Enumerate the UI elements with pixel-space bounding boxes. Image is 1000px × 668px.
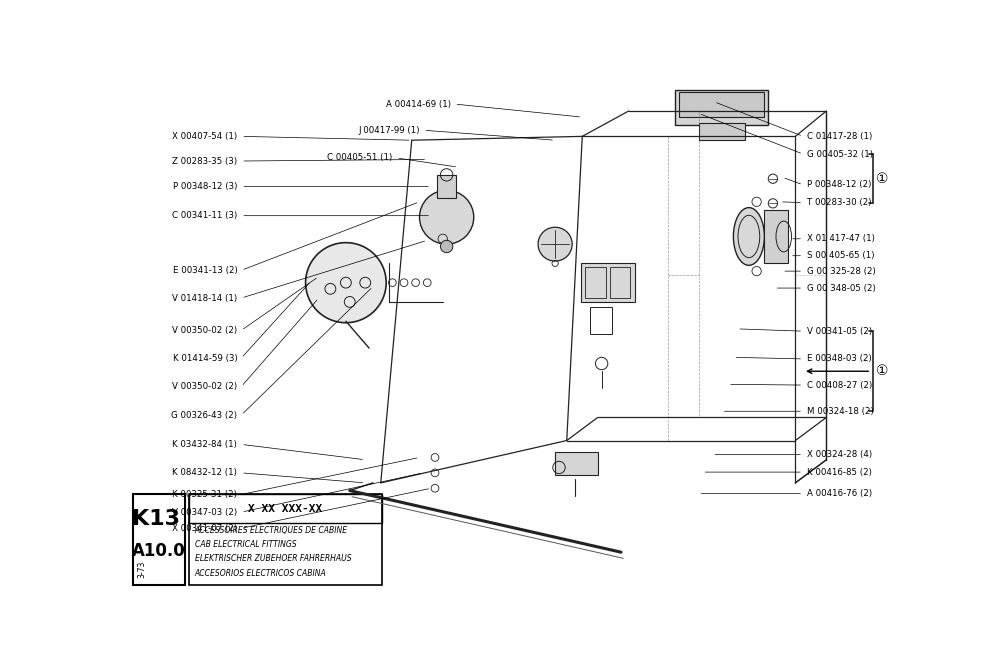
Text: A10.0: A10.0 bbox=[132, 542, 186, 560]
Bar bbox=[590, 307, 612, 334]
Bar bbox=[555, 452, 598, 475]
Text: K 08432-12 (1): K 08432-12 (1) bbox=[173, 468, 237, 478]
Bar bbox=[437, 175, 456, 198]
Bar bbox=[189, 494, 382, 524]
Text: Z 00283-35 (3): Z 00283-35 (3) bbox=[172, 156, 237, 166]
Text: V 00341-05 (2): V 00341-05 (2) bbox=[807, 327, 872, 336]
Text: M 00324-18 (2): M 00324-18 (2) bbox=[807, 407, 874, 415]
Text: C 01417-28 (1): C 01417-28 (1) bbox=[807, 132, 872, 141]
Bar bbox=[189, 494, 382, 585]
Bar bbox=[610, 267, 630, 298]
Text: V 00350-02 (2): V 00350-02 (2) bbox=[172, 382, 237, 391]
Bar bbox=[675, 90, 768, 125]
Text: S 00 405-65 (1): S 00 405-65 (1) bbox=[807, 251, 874, 261]
Text: CAB ELECTRICAL FITTINGS: CAB ELECTRICAL FITTINGS bbox=[195, 540, 296, 549]
Text: X 00407-54 (1): X 00407-54 (1) bbox=[172, 132, 237, 141]
Bar bbox=[679, 92, 764, 117]
Text: X 00341-07 (2): X 00341-07 (2) bbox=[172, 524, 237, 533]
Text: X 01 417-47 (1): X 01 417-47 (1) bbox=[807, 234, 875, 243]
Text: C 00408-27 (2): C 00408-27 (2) bbox=[807, 381, 872, 389]
Text: ACCESSOIRES ELECTRIQUES DE CABINE: ACCESSOIRES ELECTRIQUES DE CABINE bbox=[195, 526, 348, 535]
Circle shape bbox=[306, 242, 386, 323]
Text: X XX XXX-XX: X XX XXX-XX bbox=[248, 504, 323, 514]
Text: G 00326-43 (2): G 00326-43 (2) bbox=[171, 411, 237, 420]
Text: A 00414-69 (1): A 00414-69 (1) bbox=[386, 100, 450, 108]
Text: E 00341-13 (2): E 00341-13 (2) bbox=[173, 266, 237, 275]
Text: K13: K13 bbox=[132, 509, 180, 529]
Bar bbox=[764, 210, 788, 263]
Text: 3-73: 3-73 bbox=[138, 560, 147, 578]
Text: K 00325-31 (2): K 00325-31 (2) bbox=[173, 490, 237, 499]
Text: T 00283-30 (2): T 00283-30 (2) bbox=[807, 198, 872, 207]
Text: V 00350-02 (2): V 00350-02 (2) bbox=[172, 326, 237, 335]
Text: G 00 325-28 (2): G 00 325-28 (2) bbox=[807, 267, 876, 276]
Text: P 00348-12 (3): P 00348-12 (3) bbox=[173, 182, 237, 191]
Text: G 00405-32 (1): G 00405-32 (1) bbox=[807, 150, 873, 158]
Text: V 01418-14 (1): V 01418-14 (1) bbox=[172, 293, 237, 303]
Bar bbox=[698, 124, 745, 140]
Text: K 03432-84 (1): K 03432-84 (1) bbox=[173, 440, 237, 449]
Bar bbox=[133, 494, 185, 585]
Text: V 00347-03 (2): V 00347-03 (2) bbox=[172, 508, 237, 516]
Text: C 00341-11 (3): C 00341-11 (3) bbox=[172, 211, 237, 220]
Ellipse shape bbox=[733, 208, 764, 265]
Text: ①: ① bbox=[876, 172, 888, 186]
Text: ACCESORIOS ELECTRICOS CABINA: ACCESORIOS ELECTRICOS CABINA bbox=[195, 568, 326, 578]
Text: ①: ① bbox=[876, 364, 888, 378]
Text: P 00348-12 (2): P 00348-12 (2) bbox=[807, 180, 871, 190]
Circle shape bbox=[538, 227, 572, 261]
Text: X 00324-28 (4): X 00324-28 (4) bbox=[807, 450, 872, 459]
Text: K 01414-59 (3): K 01414-59 (3) bbox=[173, 353, 237, 363]
Circle shape bbox=[420, 190, 474, 244]
Text: ELEKTRISCHER ZUBEHOER FAHRERHAUS: ELEKTRISCHER ZUBEHOER FAHRERHAUS bbox=[195, 554, 351, 563]
Text: J 00417-99 (1): J 00417-99 (1) bbox=[358, 126, 420, 135]
Circle shape bbox=[440, 240, 453, 253]
Text: K 00416-85 (2): K 00416-85 (2) bbox=[807, 468, 872, 476]
Text: G 00 348-05 (2): G 00 348-05 (2) bbox=[807, 283, 876, 293]
Bar bbox=[581, 263, 635, 302]
Bar bbox=[585, 267, 606, 298]
Text: E 00348-03 (2): E 00348-03 (2) bbox=[807, 355, 872, 363]
Text: A 00416-76 (2): A 00416-76 (2) bbox=[807, 489, 872, 498]
Text: C 00405-51 (1): C 00405-51 (1) bbox=[327, 154, 392, 162]
